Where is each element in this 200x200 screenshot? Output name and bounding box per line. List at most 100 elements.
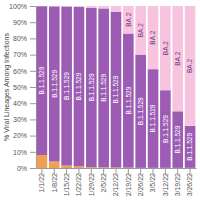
- bar-segment: [49, 6, 60, 161]
- bar-segment: [74, 6, 85, 7]
- bar-segment: [37, 155, 48, 168]
- x-tick: 3/5/22: [149, 168, 156, 192]
- y-tick-mark: [30, 136, 36, 137]
- bar-segment: [135, 6, 146, 55]
- bar-segment: [98, 6, 109, 8]
- y-tick-label: 10%: [13, 149, 27, 156]
- segment-label: B.1.1.529: [100, 74, 107, 102]
- bar-segment: [61, 6, 72, 7]
- x-tick-label: 1/22/22: [75, 173, 82, 196]
- bar-segment: [160, 6, 171, 90]
- bar-segment: [86, 8, 97, 168]
- x-tick: 2/26/22: [137, 168, 144, 196]
- bar-segment: [49, 6, 60, 7]
- y-tick: 10%: [13, 149, 36, 156]
- segment-label: BA.2: [125, 12, 132, 26]
- x-tick-label: 1/1/22: [38, 173, 45, 193]
- segment-labels: B.1.1.529 B.1.1.529 B.1.1.529 B.1.1.529 B.1.…: [38, 12, 193, 160]
- x-axis: 1/1/22 1/8/22 1/15/22 1/22/22 1/29/22 2/5/22 2…: [37, 168, 197, 196]
- y-axis-title: % Viral Lineages Among Infections: [3, 32, 11, 141]
- y-tick: 40%: [13, 100, 36, 107]
- bar-segment: [74, 7, 85, 167]
- segment-label: BA.2: [162, 41, 169, 55]
- x-tick: 3/19/22: [174, 168, 181, 196]
- y-tick-mark: [30, 87, 36, 88]
- bar-segment: [148, 6, 159, 69]
- segment-label: B.1.1.529: [51, 70, 58, 98]
- y-tick-mark: [30, 55, 36, 56]
- x-tick: 2/19/22: [125, 168, 132, 196]
- y-tick-label: 0%: [17, 165, 27, 172]
- bar-segment: [111, 6, 122, 12]
- bar-segment: [111, 12, 122, 168]
- bar-segment: [172, 6, 183, 111]
- x-tick: 1/8/22: [51, 168, 58, 192]
- x-tick: 1/1/22: [38, 168, 45, 192]
- y-tick-label: 20%: [13, 132, 27, 139]
- segment-label: B.1.1.529: [75, 72, 82, 100]
- y-tick-label: 40%: [13, 100, 27, 107]
- x-tick: 3/12/22: [162, 168, 169, 196]
- bar-segment: [185, 126, 196, 168]
- y-tick: 90%: [13, 19, 36, 26]
- y-tick: 30%: [13, 116, 36, 123]
- y-tick: 80%: [13, 35, 36, 42]
- bar-segment: [74, 166, 85, 168]
- bar-segment: [49, 162, 60, 168]
- bar-segment: [37, 6, 48, 155]
- y-tick-label: 80%: [13, 35, 27, 42]
- bar-segment: [123, 6, 134, 34]
- bar-segment: [135, 55, 146, 168]
- x-tick-label: 2/5/22: [100, 173, 107, 193]
- y-tick: 70%: [13, 51, 36, 58]
- segment-label: B.1.1.529: [137, 97, 144, 125]
- y-tick: 0%: [17, 165, 36, 172]
- bar-segment: [160, 90, 171, 168]
- segment-label: B.1.1.529: [38, 66, 45, 94]
- x-tick: 2/12/22: [112, 168, 119, 196]
- segment-label: B.1.1.529: [174, 125, 181, 153]
- segment-label: BA.2: [149, 30, 156, 44]
- y-tick-label: 50%: [13, 84, 27, 91]
- y-tick-label: 100%: [9, 3, 27, 10]
- segment-label: BA.2: [186, 59, 193, 73]
- y-tick-mark: [30, 38, 36, 39]
- x-tick: 1/22/22: [75, 168, 82, 196]
- x-tick-label: 1/15/22: [63, 173, 70, 196]
- x-tick-label: 2/26/22: [137, 173, 144, 196]
- segment-label: B.1.1.529: [162, 115, 169, 143]
- y-tick-mark: [30, 22, 36, 23]
- segment-label: B.1.1.529: [112, 75, 119, 103]
- y-tick-label: 90%: [13, 19, 27, 26]
- y-axis: 0%10%20%30%40%50%60%70%80%90%100%: [9, 3, 36, 172]
- chart: 0%10%20%30%40%50%60%70%80%90%100%1/1/221…: [0, 0, 200, 200]
- x-tick-label: 1/29/22: [88, 173, 95, 196]
- x-tick-label: 2/12/22: [112, 173, 119, 196]
- bar-segment: [185, 6, 196, 126]
- bar-segment: [61, 6, 72, 165]
- x-tick-label: 3/19/22: [174, 173, 181, 196]
- bar-segment: [61, 166, 72, 168]
- x-tick: 1/15/22: [63, 168, 70, 196]
- x-tick-label: 3/5/22: [149, 173, 156, 193]
- y-tick: 50%: [13, 84, 36, 91]
- y-tick-mark: [30, 152, 36, 153]
- y-tick-mark: [30, 103, 36, 104]
- x-tick: 1/29/22: [88, 168, 95, 196]
- y-tick: 20%: [13, 132, 36, 139]
- y-tick-label: 30%: [13, 116, 27, 123]
- segment-label: B.1.1.529: [149, 104, 156, 132]
- y-tick-mark: [30, 119, 36, 120]
- y-tick-mark: [30, 168, 36, 169]
- x-tick: 3/26/22: [186, 168, 193, 196]
- x-tick: 2/5/22: [100, 168, 107, 192]
- y-tick-label: 70%: [13, 51, 27, 58]
- segment-label: B.1.1.529: [88, 73, 95, 101]
- y-tick: 100%: [9, 3, 36, 10]
- segment-label: BA.2: [137, 23, 144, 37]
- x-tick-label: 2/19/22: [125, 173, 132, 196]
- segment-label: B.1.1.529: [186, 133, 193, 161]
- bar-segment: [123, 34, 134, 168]
- x-tick-label: 3/26/22: [186, 173, 193, 196]
- bar-segment: [148, 69, 159, 168]
